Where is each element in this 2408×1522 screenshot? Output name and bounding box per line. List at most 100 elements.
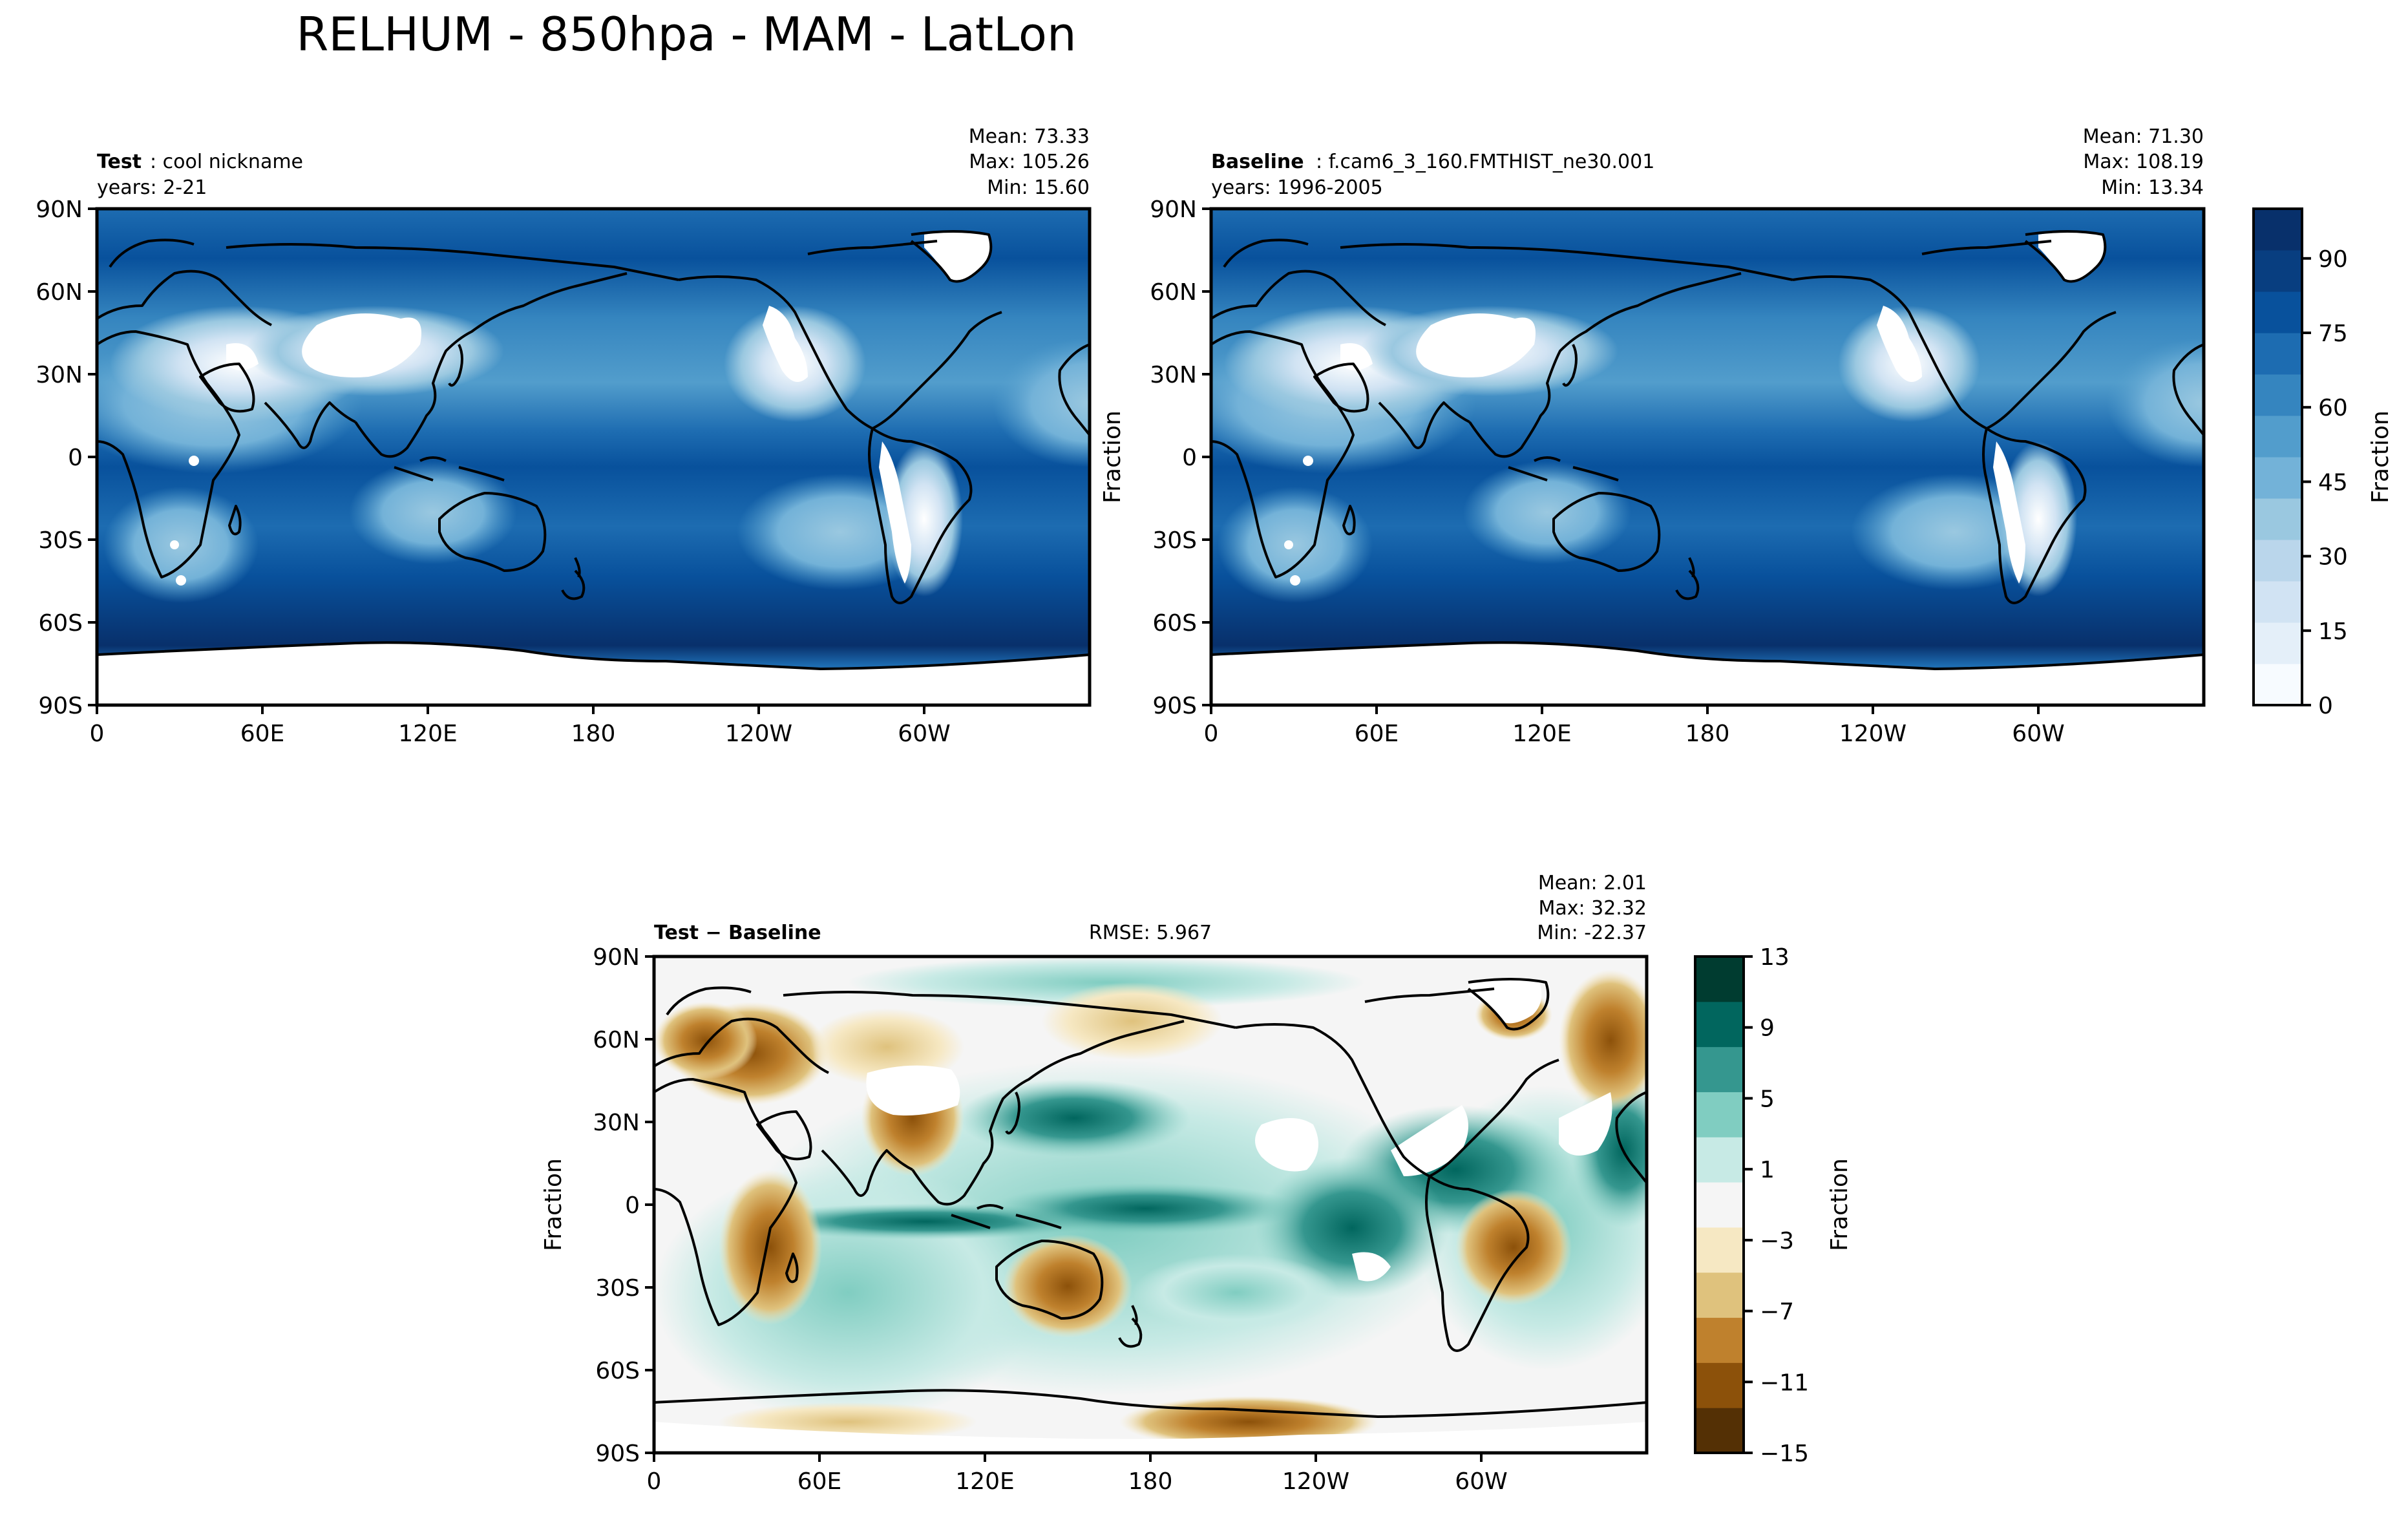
y-tick-label: 0 xyxy=(625,1192,640,1219)
baseline-x-ticks: 0 60E 120E 180 120W 60W xyxy=(1204,705,2065,747)
y-tick-label: 90S xyxy=(595,1441,640,1467)
baseline-max: Max: 108.19 xyxy=(2083,151,2204,173)
y-tick-label: 60S xyxy=(595,1358,640,1384)
baseline-mean: Mean: 71.30 xyxy=(2083,125,2204,148)
x-tick-label: 120E xyxy=(1512,721,1571,747)
colorbar-brbg-ticks: 13 9 5 1 −3 −7 −11 −15 xyxy=(1744,944,1809,1467)
colorbar-band xyxy=(1695,1046,1744,1092)
colorbar-band xyxy=(1695,1362,1744,1408)
y-tick-label: 90N xyxy=(593,944,640,971)
x-tick-label: 60E xyxy=(1355,721,1399,747)
colorbar-band xyxy=(1695,1182,1744,1228)
y-tick-label: 0 xyxy=(68,445,83,471)
difference-rmse: RMSE: 5.967 xyxy=(1089,922,1212,944)
test-max: Max: 105.26 xyxy=(969,151,1090,173)
colorbar-tick-label: 45 xyxy=(2318,469,2348,496)
colorbar-band xyxy=(1695,1272,1744,1318)
colorbar-band xyxy=(1695,1137,1744,1183)
x-tick-label: 60W xyxy=(1455,1468,1507,1495)
colorbar-brbg-bands xyxy=(1695,957,1744,1453)
colorbar-blues-label: Fraction xyxy=(2367,410,2394,503)
test-x-ticks: 0 60E 120E 180 120W 60W xyxy=(90,705,951,747)
x-tick-label: 180 xyxy=(1685,721,1730,747)
colorbar-band xyxy=(2254,540,2302,582)
y-tick-label: 60N xyxy=(36,279,83,306)
baseline-field xyxy=(1211,209,2204,705)
colorbar-band xyxy=(1695,1001,1744,1048)
y-tick-label: 30N xyxy=(1150,362,1197,388)
difference-field xyxy=(654,957,1647,1453)
x-tick-label: 60E xyxy=(797,1468,842,1495)
y-tick-label: 60N xyxy=(1150,279,1197,306)
x-tick-label: 120E xyxy=(955,1468,1014,1495)
colorbar-brbg-label: Fraction xyxy=(1826,1158,1853,1251)
y-tick-label: 60S xyxy=(38,610,83,637)
panel-difference: 0 60E 120E 180 120W 60W 90N 60N 30N 0 30S 60S 90S xyxy=(593,944,1649,1495)
colorbar-tick-label: 15 xyxy=(2318,618,2348,645)
test-header-rest: : cool nickname xyxy=(150,151,303,173)
y-tick-label: 60S xyxy=(1152,610,1197,637)
colorbar-band xyxy=(2254,374,2302,416)
baseline-header-bold: Baseline xyxy=(1211,151,1304,173)
difference-y-ticks: 90N 60N 30N 0 30S 60S 90S xyxy=(593,944,654,1467)
colorbar-tick-label: 5 xyxy=(1760,1086,1775,1112)
x-tick-label: 60W xyxy=(898,721,950,747)
baseline-y-ticks: 90N 60N 30N 0 30S 60S 90S xyxy=(1150,196,1211,719)
test-mean: Mean: 73.33 xyxy=(969,125,1090,148)
test-header-bold: Test xyxy=(97,151,142,173)
test-min: Min: 15.60 xyxy=(987,176,1090,199)
x-tick-label: 0 xyxy=(90,721,105,747)
baseline-ylabel: Fraction xyxy=(1099,410,1126,503)
x-tick-label: 60W xyxy=(2012,721,2064,747)
difference-x-ticks: 0 60E 120E 180 120W 60W xyxy=(647,1453,1508,1495)
difference-mean: Mean: 2.01 xyxy=(1538,872,1647,894)
colorbar-band xyxy=(1695,1227,1744,1273)
test-field xyxy=(97,209,1090,705)
colorbar-tick-label: 60 xyxy=(2318,395,2348,421)
panel-baseline: 0 60E 120E 180 120W 60W 90N 60N 30N 0 30S 60S 90S xyxy=(1150,196,2206,747)
colorbar-tick-label: −11 xyxy=(1760,1369,1809,1396)
figure-title: RELHUM - 850hpa - MAM - LatLon xyxy=(296,7,1076,61)
colorbar-blues-bands xyxy=(2254,209,2302,706)
colorbar-band xyxy=(2254,416,2302,458)
colorbar-blues: 0 15 30 45 60 75 90 xyxy=(2252,207,2348,719)
y-tick-label: 30S xyxy=(1152,527,1197,554)
colorbar-brbg: 13 9 5 1 −3 −7 −11 −15 xyxy=(1694,944,1809,1467)
y-tick-label: 0 xyxy=(1182,445,1197,471)
colorbar-band xyxy=(1695,1317,1744,1363)
colorbar-band xyxy=(2254,664,2302,706)
y-tick-label: 90N xyxy=(36,196,83,223)
colorbar-tick-label: 90 xyxy=(2318,246,2348,273)
baseline-header-rest: : f.cam6_3_160.FMTHIST_ne30.001 xyxy=(1316,151,1654,173)
y-tick-label: 30S xyxy=(38,527,83,554)
colorbar-tick-label: 9 xyxy=(1760,1015,1775,1042)
colorbar-tick-label: 30 xyxy=(2318,544,2348,571)
colorbar-tick-label: −7 xyxy=(1760,1299,1794,1326)
y-tick-label: 90S xyxy=(38,693,83,719)
difference-header: Test − Baseline xyxy=(654,922,821,944)
y-tick-label: 30S xyxy=(595,1275,640,1302)
y-tick-label: 90N xyxy=(1150,196,1197,223)
colorbar-band xyxy=(1695,1092,1744,1137)
x-tick-label: 0 xyxy=(647,1468,662,1495)
x-tick-label: 120W xyxy=(1282,1468,1349,1495)
difference-ylabel: Fraction xyxy=(540,1158,567,1251)
panel-test: 0 60E 120E 180 120W 60W 90N 60N 30N 0 30S 60S 90S xyxy=(36,196,1092,747)
x-tick-label: 120E xyxy=(398,721,457,747)
difference-max: Max: 32.32 xyxy=(1538,897,1647,920)
colorbar-band xyxy=(2254,498,2302,540)
colorbar-band xyxy=(2254,250,2302,292)
colorbar-tick-label: 75 xyxy=(2318,321,2348,347)
test-y-ticks: 90N 60N 30N 0 30S 60S 90S xyxy=(36,196,97,719)
y-tick-label: 90S xyxy=(1152,693,1197,719)
colorbar-band xyxy=(2254,291,2302,333)
baseline-min: Min: 13.34 xyxy=(2101,176,2204,199)
colorbar-band xyxy=(1695,957,1744,1002)
colorbar-band xyxy=(2254,622,2302,664)
colorbar-tick-label: 1 xyxy=(1760,1157,1775,1183)
y-tick-label: 30N xyxy=(593,1110,640,1136)
colorbar-band xyxy=(2254,333,2302,375)
test-years: years: 2-21 xyxy=(97,176,207,199)
x-tick-label: 60E xyxy=(240,721,285,747)
